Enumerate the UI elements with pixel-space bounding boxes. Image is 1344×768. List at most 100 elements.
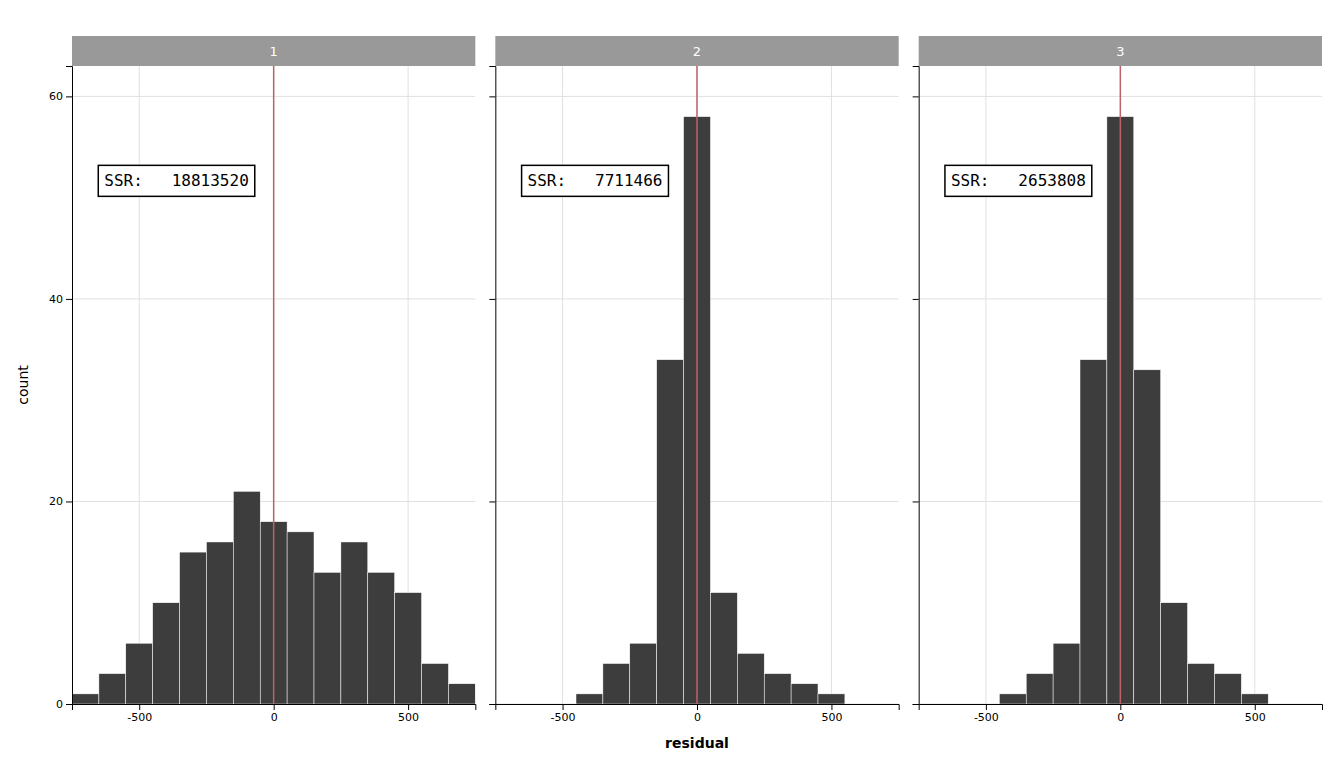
bar [764,674,791,704]
x-axis: -500 0 500 [73,704,476,724]
tick-mark [139,704,140,710]
panel-title: 1 [270,44,278,59]
bar [287,532,314,704]
panel: -500 0 500 SSR: 7711466 [489,66,899,724]
tick-label: 40 [49,293,63,306]
marks [72,66,475,704]
x-axis: -500 0 500 [496,704,899,724]
bar [1080,360,1107,704]
grid-line-x [1254,66,1255,704]
tick-label: 60 [49,90,63,103]
bar [972,704,999,705]
bar [1161,603,1188,704]
tick-label: 0 [1117,711,1124,724]
tick-mark [1120,704,1121,710]
tick [913,299,919,300]
annotation: SSR: 18813520 [98,165,255,196]
tick-mark [697,704,698,710]
tick-mark [408,704,409,710]
bar [180,552,207,704]
bar [1188,663,1215,704]
grid-line-x [697,66,698,704]
tick-mark [913,299,919,300]
panel-title: 3 [1116,44,1124,59]
bar [206,542,233,704]
tick [913,96,919,97]
tick-mark [274,704,275,710]
tick [913,501,919,502]
reference-line [696,66,698,704]
bar [630,643,657,704]
tick-mark [66,96,72,97]
x-axis-label: residual [665,735,729,751]
tick-label: -500 [551,711,576,724]
bar [448,684,475,704]
tick-mark [489,299,495,300]
bar [395,593,422,704]
tick [913,704,919,705]
annotation: SSR: 2653808 [945,165,1092,196]
annotation-text: SSR: 7711466 [528,171,663,190]
bar [368,572,395,704]
tick-label: 500 [821,711,842,724]
grid [495,66,898,704]
tick: 0 [1117,704,1124,724]
x-axis: -500 0 500 [919,704,1322,724]
annotation-text: SSR: 18813520 [104,171,249,190]
bar [710,593,737,704]
bar [657,360,684,704]
tick: 500 [1245,704,1266,724]
grid-line-x [562,66,563,704]
bar [1214,674,1241,704]
bar [153,603,180,704]
tick: 0 [271,704,278,724]
panel-title: 2 [693,44,701,59]
tick: 40 [49,293,72,306]
bar [1026,674,1053,704]
tick-mark [831,704,832,710]
bar [99,674,126,704]
reference-line [1120,66,1122,704]
marks [999,66,1268,704]
bar [1268,704,1295,705]
bar [72,694,99,704]
tick-mark [913,704,919,705]
axis-domain [913,67,920,705]
bar [495,704,522,705]
grid-line-x [1120,66,1121,704]
bar [549,704,576,705]
tick-mark [1255,704,1256,710]
tick [489,704,495,705]
tick-mark [489,501,495,502]
tick-label: -500 [127,711,152,724]
bar [341,542,368,704]
tick: 20 [49,495,72,508]
tick-mark [66,299,72,300]
bar [1053,643,1080,704]
tick-mark [489,96,495,97]
bar [845,704,872,705]
tick-label: 0 [271,711,278,724]
grid-line-x [273,66,274,704]
annotation-box [522,165,669,196]
tick: -500 [127,704,152,724]
tick-label: 0 [694,711,701,724]
tick-mark [66,704,72,705]
tick: 500 [398,704,419,724]
bar [999,694,1026,704]
bar [603,663,630,704]
annotation: SSR: 7711466 [522,165,669,196]
axis-domain [489,67,496,705]
bar [233,491,260,704]
bar [872,704,899,705]
reference-line [273,66,275,704]
strip-header [919,36,1322,66]
annotation-box [945,165,1092,196]
tick-mark [563,704,564,710]
axis-domain [73,705,476,711]
grid-line-x [985,66,986,704]
bar [946,704,973,705]
grid-line-x [139,66,140,704]
bar [522,704,549,705]
tick-label: -500 [974,711,999,724]
